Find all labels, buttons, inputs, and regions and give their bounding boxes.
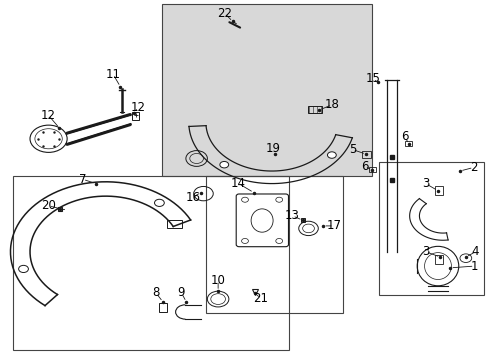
- Bar: [369, 167, 376, 172]
- Bar: [13, 176, 289, 350]
- Bar: [405, 141, 412, 146]
- Text: 3: 3: [422, 245, 429, 258]
- Text: 3: 3: [422, 177, 429, 190]
- Bar: [379, 162, 485, 295]
- Text: 4: 4: [472, 245, 479, 258]
- Text: 12: 12: [131, 101, 146, 114]
- Text: 1: 1: [471, 260, 478, 273]
- Bar: [362, 151, 371, 158]
- Text: 16: 16: [185, 191, 200, 204]
- Text: 6: 6: [361, 160, 368, 173]
- Bar: [159, 303, 167, 312]
- Text: 6: 6: [401, 130, 409, 144]
- Text: 2: 2: [470, 161, 477, 174]
- Bar: [308, 107, 322, 113]
- Text: 20: 20: [41, 199, 56, 212]
- Text: 9: 9: [178, 287, 185, 300]
- Text: 19: 19: [266, 142, 280, 155]
- Text: 13: 13: [285, 210, 300, 222]
- Text: 8: 8: [152, 287, 160, 300]
- Circle shape: [154, 199, 164, 206]
- Text: 14: 14: [231, 177, 246, 190]
- Text: 12: 12: [41, 109, 56, 122]
- Bar: [162, 4, 372, 176]
- Text: 5: 5: [349, 143, 356, 156]
- Bar: [206, 176, 343, 313]
- Bar: [162, 4, 372, 176]
- Circle shape: [220, 161, 229, 168]
- Bar: [167, 220, 182, 228]
- Text: 18: 18: [324, 98, 340, 111]
- Text: 7: 7: [79, 173, 87, 186]
- Bar: [132, 112, 140, 120]
- Bar: [435, 255, 443, 264]
- Bar: [435, 186, 443, 195]
- Text: 22: 22: [217, 7, 232, 20]
- Text: 15: 15: [366, 72, 380, 85]
- Text: 21: 21: [253, 292, 268, 305]
- Text: 11: 11: [105, 68, 121, 81]
- Circle shape: [19, 265, 28, 273]
- Text: 17: 17: [326, 219, 342, 233]
- Text: 10: 10: [211, 274, 225, 287]
- Circle shape: [327, 152, 336, 158]
